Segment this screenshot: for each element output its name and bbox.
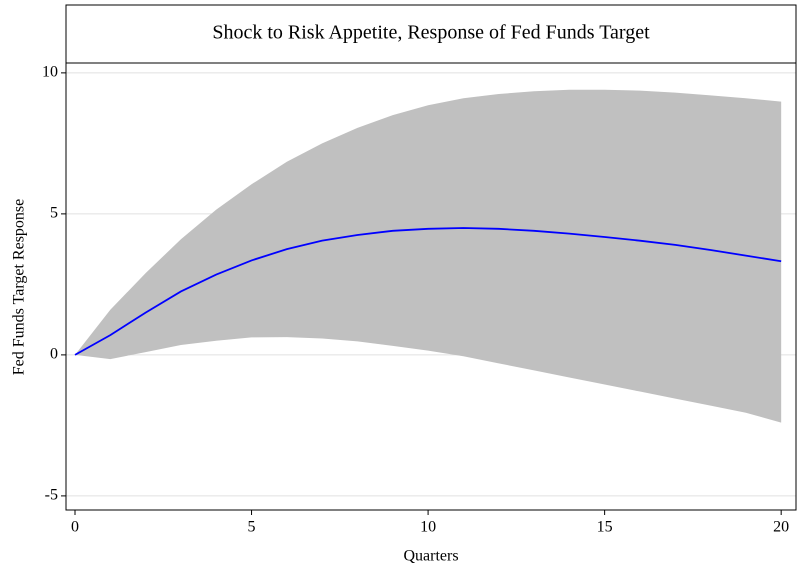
y-tick-label: 0 bbox=[50, 346, 58, 363]
y-axis-label: Fed Funds Target Response bbox=[11, 199, 28, 376]
x-axis-label: Quarters bbox=[403, 548, 458, 565]
chart-title: Shock to Risk Appetite, Response of Fed … bbox=[212, 22, 650, 44]
x-tick-label: 20 bbox=[773, 519, 789, 536]
x-tick-label: 10 bbox=[420, 519, 436, 536]
x-tick-label: 0 bbox=[71, 519, 79, 536]
title-box bbox=[65, 4, 797, 64]
x-tick-label: 15 bbox=[597, 519, 613, 536]
plot-frame bbox=[65, 62, 797, 511]
x-tick-label: 5 bbox=[248, 519, 256, 536]
response-line bbox=[74, 227, 782, 356]
y-tick-label: -5 bbox=[45, 487, 58, 504]
confidence-band bbox=[75, 89, 782, 423]
y-tick-label: 10 bbox=[42, 64, 58, 81]
y-tick-label: 5 bbox=[50, 205, 58, 222]
